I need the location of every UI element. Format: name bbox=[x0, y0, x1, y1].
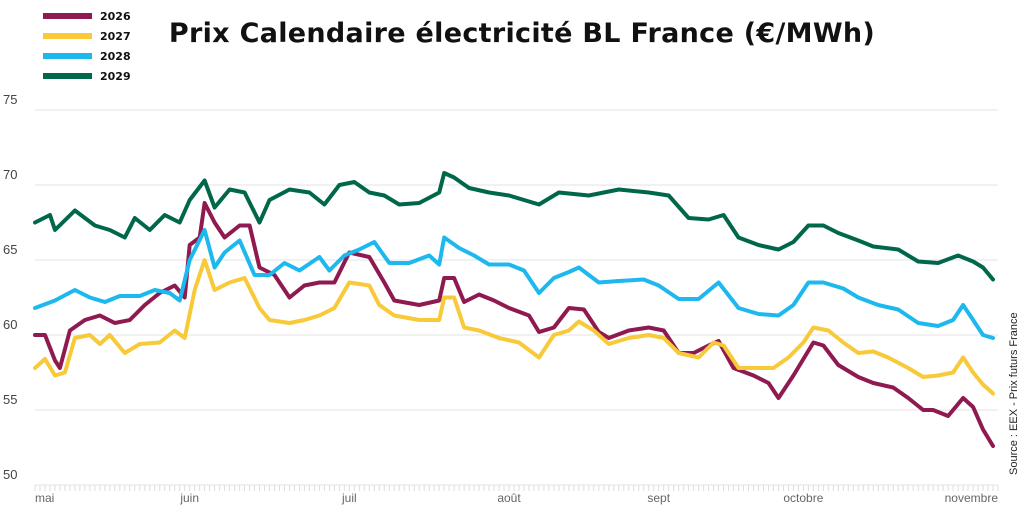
legend-label: 2027 bbox=[100, 29, 131, 43]
y-tick-label: 75 bbox=[3, 92, 17, 107]
y-tick-label: 70 bbox=[3, 167, 17, 182]
x-tick-label: sept bbox=[647, 491, 670, 505]
series-line-2029 bbox=[33, 171, 995, 282]
x-tick-label: mai bbox=[35, 491, 54, 505]
x-tick-label: octobre bbox=[783, 491, 823, 505]
legend-label: 2026 bbox=[100, 9, 131, 23]
legend-item-2027: 2027 bbox=[43, 26, 131, 46]
x-tick-label: juil bbox=[341, 491, 357, 505]
chart-title: Prix Calendaire électricité BL France (€… bbox=[168, 18, 876, 49]
series-line-2027 bbox=[33, 258, 995, 396]
y-tick-label: 50 bbox=[3, 467, 17, 482]
legend-swatch bbox=[43, 53, 92, 59]
y-tick-label: 65 bbox=[3, 242, 17, 257]
legend-item-2029: 2029 bbox=[43, 66, 131, 86]
y-tick-label: 55 bbox=[3, 392, 17, 407]
legend-swatch bbox=[43, 33, 92, 39]
x-tick-label: juin bbox=[179, 491, 199, 505]
legend: 2026 2027 2028 2029 bbox=[43, 6, 131, 86]
legend-item-2026: 2026 bbox=[43, 6, 131, 26]
legend-item-2028: 2028 bbox=[43, 46, 131, 66]
series-line-2028 bbox=[33, 228, 995, 340]
y-tick-label: 60 bbox=[3, 317, 17, 332]
legend-swatch bbox=[43, 73, 92, 79]
x-tick-label: août bbox=[497, 491, 521, 505]
legend-label: 2028 bbox=[100, 49, 131, 63]
x-tick-label: novembre bbox=[945, 491, 999, 505]
legend-label: 2029 bbox=[100, 69, 131, 83]
legend-swatch bbox=[43, 13, 92, 19]
